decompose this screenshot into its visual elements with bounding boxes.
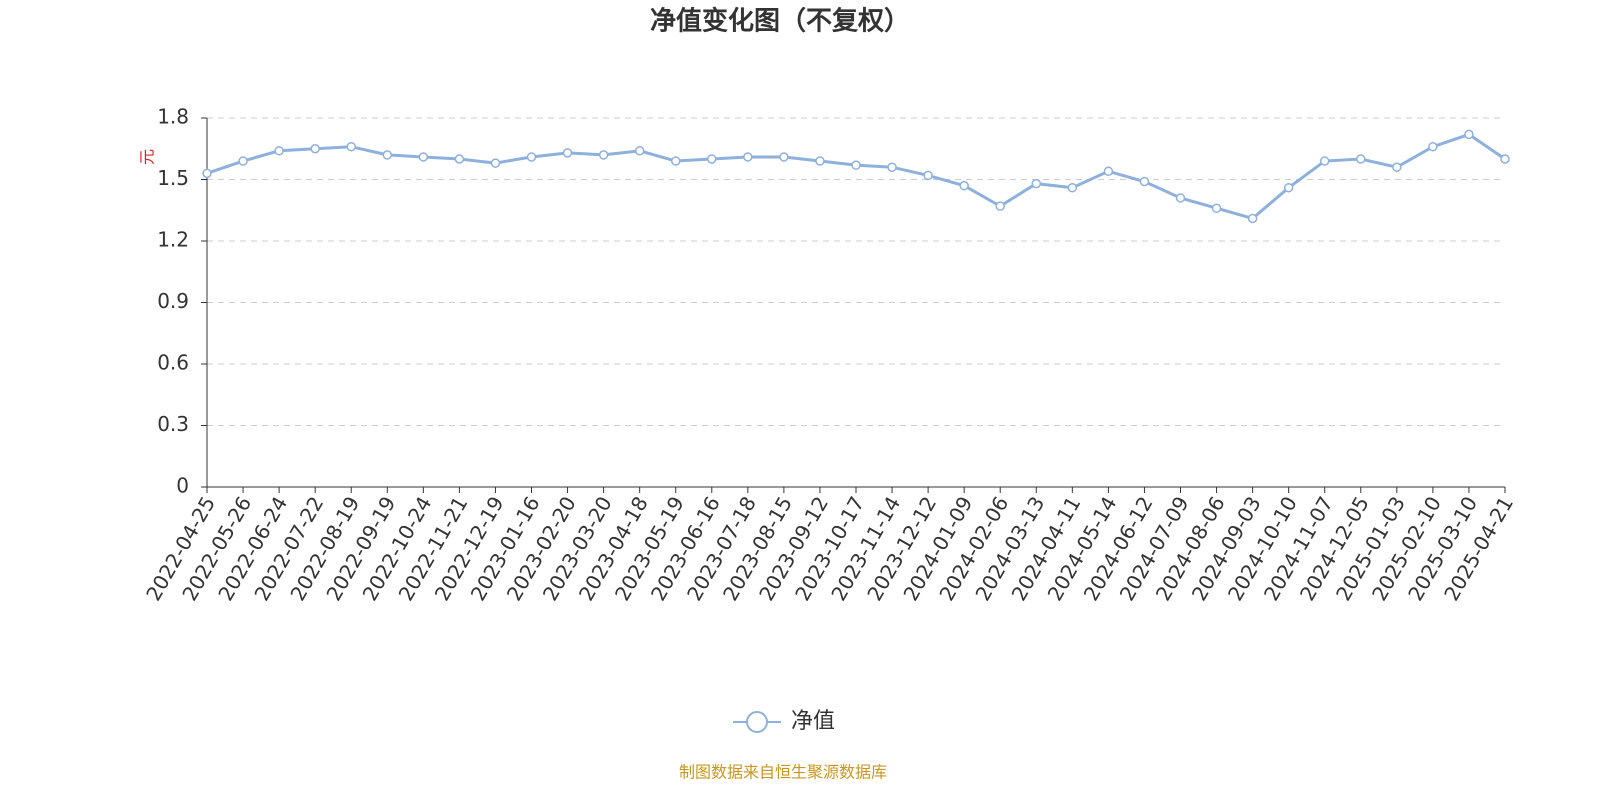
data-point bbox=[1500, 154, 1510, 164]
data-point bbox=[1031, 178, 1042, 189]
data-point bbox=[707, 154, 717, 164]
source-note: 制图数据来自恒生聚源数据库 bbox=[679, 763, 887, 782]
data-point bbox=[454, 154, 465, 164]
y-axis-label: 元 bbox=[138, 149, 157, 165]
data-point bbox=[1356, 154, 1366, 164]
data-point bbox=[598, 150, 609, 160]
data-point bbox=[562, 148, 573, 158]
data-point bbox=[1103, 166, 1114, 177]
data-point bbox=[202, 168, 212, 179]
data-point bbox=[887, 162, 897, 172]
data-point bbox=[743, 152, 753, 162]
data-point bbox=[382, 150, 393, 160]
series-line bbox=[206, 132, 1506, 221]
data-point bbox=[995, 201, 1005, 211]
data-point bbox=[851, 160, 861, 170]
data-point bbox=[779, 152, 789, 162]
y-tick-label: 0.3 bbox=[157, 412, 189, 436]
data-point bbox=[1067, 182, 1078, 193]
data-point bbox=[1247, 213, 1258, 224]
y-tick-label: 1.8 bbox=[157, 105, 189, 129]
legend-label: 净值 bbox=[791, 709, 835, 734]
y-tick-label: 0.6 bbox=[157, 351, 189, 375]
data-point bbox=[1283, 182, 1294, 193]
data-point bbox=[1211, 203, 1222, 213]
data-point bbox=[1139, 176, 1150, 187]
data-point bbox=[1428, 141, 1438, 152]
data-point bbox=[274, 146, 284, 156]
y-tick-label: 0 bbox=[176, 474, 189, 498]
y-tick-label: 1.5 bbox=[157, 166, 189, 190]
data-point bbox=[526, 152, 537, 162]
data-point bbox=[815, 156, 825, 166]
data-point bbox=[670, 156, 681, 166]
data-point bbox=[1319, 156, 1330, 166]
data-point bbox=[1175, 193, 1186, 203]
chart-title: 净值变化图（不复权） bbox=[650, 6, 910, 37]
y-tick-label: 1.2 bbox=[157, 228, 189, 252]
y-tick-label: 0.9 bbox=[157, 289, 189, 313]
data-point bbox=[238, 156, 248, 166]
data-point bbox=[1464, 129, 1474, 140]
data-point bbox=[490, 158, 501, 168]
data-point bbox=[959, 180, 969, 191]
data-point bbox=[418, 152, 429, 162]
data-point bbox=[923, 170, 933, 181]
data-point bbox=[634, 146, 645, 156]
data-point bbox=[1392, 162, 1402, 172]
data-point bbox=[310, 144, 320, 154]
legend-marker bbox=[746, 711, 768, 733]
data-point bbox=[346, 141, 356, 152]
